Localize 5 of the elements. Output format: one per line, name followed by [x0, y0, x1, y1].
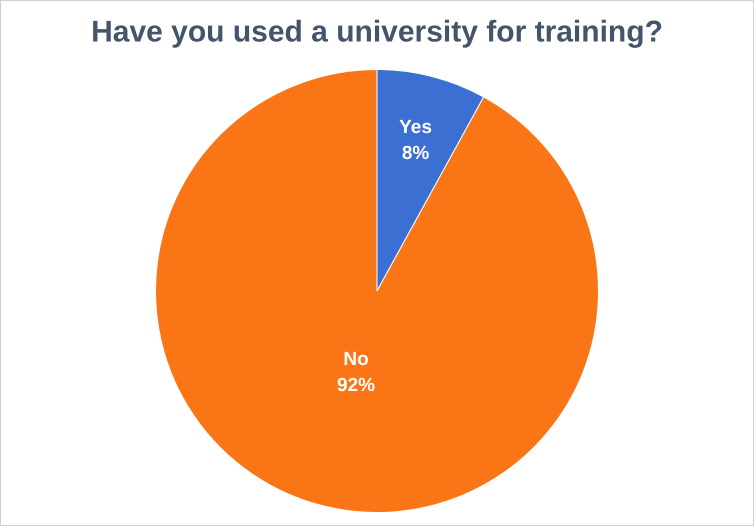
data-label: 8%: [402, 143, 430, 164]
slice-label: No: [343, 348, 369, 370]
slice-label: Yes: [399, 117, 432, 138]
data-label: 92%: [337, 374, 376, 396]
chart-title: Have you used a university for training?: [91, 15, 663, 48]
